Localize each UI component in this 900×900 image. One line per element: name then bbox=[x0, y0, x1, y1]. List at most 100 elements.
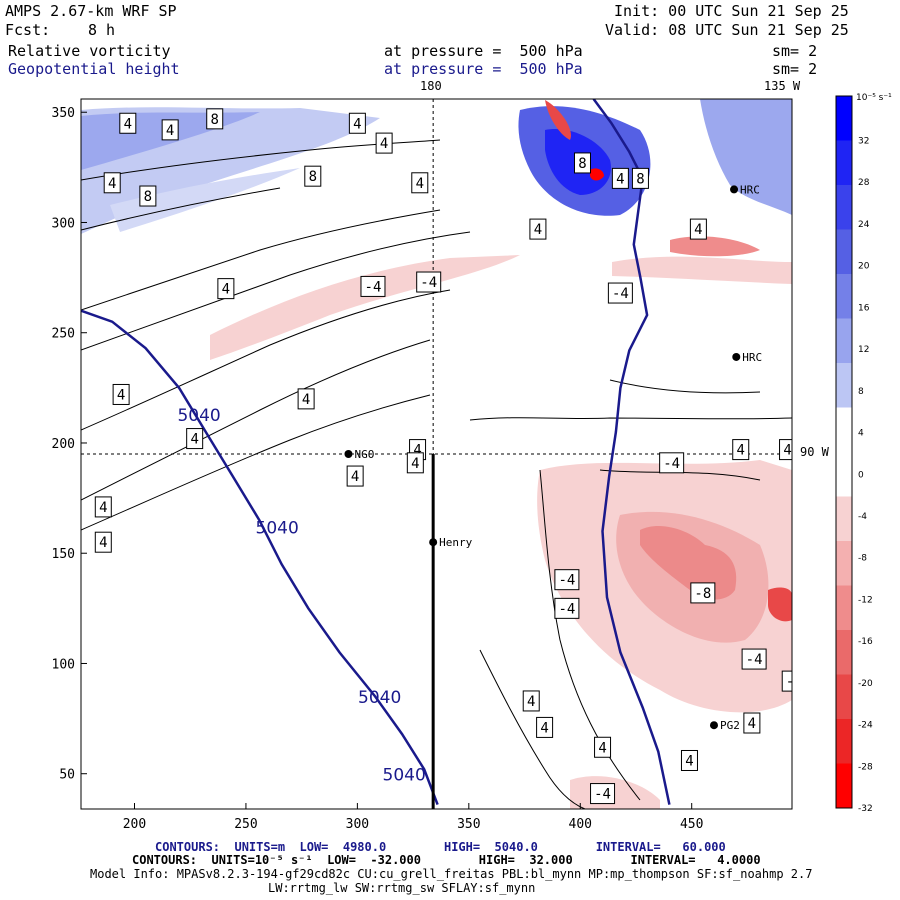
colorbar-segment bbox=[836, 630, 852, 675]
colorbar-segment bbox=[836, 140, 852, 186]
contour-thin-4 bbox=[81, 339, 431, 501]
vorticity-label-text: 4 bbox=[413, 443, 421, 459]
vorticity-label-text: 4 bbox=[302, 392, 310, 408]
field1-level: at pressure = 500 hPa bbox=[384, 42, 583, 60]
station-3: HRC bbox=[730, 183, 760, 196]
shade-band-blue-mid bbox=[110, 168, 300, 232]
colorbar-tick-label: 16 bbox=[858, 303, 870, 313]
vorticity-label-3: 4 bbox=[348, 112, 366, 134]
field1-smoothing: sm= 2 bbox=[772, 42, 818, 60]
vorticity-label-36: 4 bbox=[522, 690, 540, 712]
vorticity-label-text: 4 bbox=[351, 469, 359, 485]
vorticity-label-text: 8 bbox=[144, 189, 152, 205]
height-label-1: 5040 bbox=[256, 518, 299, 538]
colorbar: 32 28 24 20 16 12 8 4 0 -4 -8 -12 -16 -20 -24 -28 -32 10⁻… bbox=[835, 93, 892, 814]
vorticity-label-text: 8 bbox=[636, 171, 644, 187]
vorticity-label-box bbox=[348, 112, 366, 134]
colorbar-segment bbox=[836, 229, 852, 275]
shade-pink-southeast-core bbox=[640, 525, 737, 600]
vorticity-label-box bbox=[659, 452, 685, 474]
vorticity-label-text: -4 bbox=[786, 674, 803, 690]
vorticity-label-box bbox=[743, 712, 761, 734]
colorbar-segment bbox=[836, 274, 852, 319]
vorticity-label-0: 4 bbox=[119, 112, 137, 134]
colorbar-frame bbox=[835, 95, 853, 809]
vorticity-label-box bbox=[411, 172, 429, 194]
colorbar-segment bbox=[836, 763, 852, 809]
vorticity-label-text: 4 bbox=[108, 176, 116, 192]
colorbar-tick-label: -16 bbox=[858, 637, 873, 647]
vorticity-label-box bbox=[590, 783, 616, 805]
y-tick-label: 150 bbox=[52, 547, 75, 562]
station-2: HRC bbox=[732, 351, 762, 364]
colorbar-segment bbox=[836, 318, 852, 364]
vorticity-label-32: -4 bbox=[554, 597, 580, 619]
footer-physics-info: LW:rrtmg_lw SW:rrtmg_sw SFLAY:sf_mynn bbox=[268, 881, 536, 895]
station-dot bbox=[732, 352, 741, 361]
vorticity-label-39: 4 bbox=[743, 712, 761, 734]
vorticity-label-text: 4 bbox=[527, 694, 535, 710]
vorticity-label-box bbox=[611, 167, 629, 189]
colorbar-tick-label: -28 bbox=[858, 762, 873, 772]
vorticity-label-box bbox=[741, 648, 767, 670]
footer-height-contours: CONTOURS: UNITS=m LOW= 4980.0 HIGH= 5040… bbox=[155, 840, 726, 854]
contour-thin-7 bbox=[81, 187, 281, 231]
forecast-label: Fcst: bbox=[5, 21, 51, 39]
vorticity-label-text: -8 bbox=[694, 586, 711, 602]
plot-area: 448444884848444-4-4-44444444-44-444-4-8-… bbox=[81, 99, 803, 809]
vorticity-label-box bbox=[297, 388, 315, 410]
height-label-2: 5040 bbox=[358, 688, 401, 708]
meridian-label-90w: 90 W bbox=[800, 445, 829, 459]
vorticity-label-4: 4 bbox=[375, 132, 393, 154]
contour-thin-12 bbox=[609, 379, 761, 394]
station-dot bbox=[730, 185, 739, 194]
vorticity-label-box bbox=[406, 452, 424, 474]
vorticity-label-box bbox=[206, 108, 224, 130]
vorticity-label-box bbox=[554, 597, 580, 619]
vorticity-label-2: 8 bbox=[206, 108, 224, 130]
vorticity-label-box bbox=[94, 531, 112, 553]
vorticity-label-22: 4 bbox=[406, 452, 424, 474]
x-tick-label: 400 bbox=[569, 817, 592, 832]
vorticity-label-text: 8 bbox=[309, 169, 317, 185]
vorticity-label-text: 4 bbox=[737, 443, 745, 459]
field2-name: Geopotential height bbox=[8, 60, 180, 78]
station-0: NGO bbox=[344, 448, 374, 461]
vorticity-label-text: 4 bbox=[380, 136, 388, 152]
vorticity-label-text: 4 bbox=[534, 222, 542, 238]
vorticity-label-text: 4 bbox=[540, 720, 548, 736]
x-tick-label: 200 bbox=[123, 817, 146, 832]
vorticity-label-30: -4 bbox=[554, 569, 580, 591]
vorticity-label-box bbox=[529, 218, 547, 240]
vorticity-label-31: -8 bbox=[690, 582, 716, 604]
vorticity-label-box bbox=[103, 172, 121, 194]
vorticity-label-box bbox=[689, 218, 707, 240]
colorbar-segment bbox=[836, 363, 852, 408]
vorticity-label-text: 4 bbox=[222, 282, 230, 298]
colorbar-tick-label: 8 bbox=[858, 387, 864, 397]
station-4: PG2 bbox=[709, 719, 740, 732]
vorticity-label-text: 4 bbox=[783, 443, 791, 459]
colorbar-tick-label: 0 bbox=[858, 470, 864, 480]
vorticity-label-box bbox=[304, 165, 322, 187]
contour-thin-8 bbox=[469, 417, 792, 421]
y-tick-label: 50 bbox=[59, 768, 75, 783]
vorticity-label-text: 4 bbox=[411, 456, 419, 472]
colorbar-tick-label: -20 bbox=[858, 679, 873, 689]
vorticity-label-text: 4 bbox=[124, 116, 132, 132]
vorticity-label-38: 4 bbox=[594, 736, 612, 758]
station-name: HRC bbox=[740, 183, 760, 196]
vorticity-label-text: 4 bbox=[694, 222, 702, 238]
colorbar-tick-label: 20 bbox=[858, 262, 870, 272]
field1-name: Relative vorticity bbox=[8, 42, 171, 60]
valid-time: Valid: 08 UTC Sun 21 Sep 25 bbox=[605, 21, 849, 39]
vorticity-label-box bbox=[522, 690, 540, 712]
vorticity-label-35: -4 bbox=[781, 670, 803, 692]
station-dot bbox=[344, 450, 353, 458]
shade-blue-northeast bbox=[700, 99, 792, 215]
vorticity-label-37: 4 bbox=[536, 716, 554, 738]
height-contour-0 bbox=[81, 309, 439, 806]
vorticity-label-text: 4 bbox=[685, 753, 693, 769]
vorticity-label-box bbox=[161, 119, 179, 141]
